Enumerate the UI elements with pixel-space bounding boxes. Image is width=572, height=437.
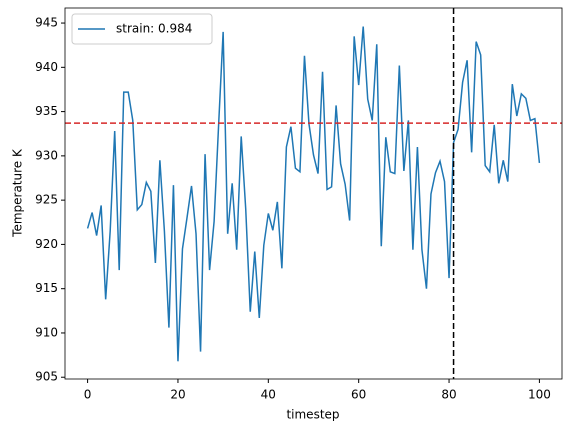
y-tick-label: 930 bbox=[35, 148, 58, 162]
x-tick-label: 0 bbox=[84, 388, 92, 402]
legend-box bbox=[71, 13, 213, 45]
x-tick-label: 20 bbox=[170, 388, 185, 402]
plot-frame bbox=[64, 7, 563, 380]
y-tick-label: 945 bbox=[35, 16, 58, 30]
x-tick-label: 60 bbox=[351, 388, 366, 402]
y-tick-label: 915 bbox=[35, 281, 58, 295]
y-tick-label: 905 bbox=[35, 370, 58, 384]
y-axis-label: Temperature K bbox=[11, 148, 25, 238]
x-axis-label: timestep bbox=[286, 408, 339, 422]
y-tick-label: 940 bbox=[35, 60, 58, 74]
y-tick-label: 910 bbox=[35, 325, 58, 339]
y-tick-label: 925 bbox=[35, 193, 58, 207]
x-tick-label: 40 bbox=[261, 388, 276, 402]
legend-label: strain: 0.984 bbox=[116, 22, 192, 36]
y-tick-label: 920 bbox=[35, 237, 58, 251]
line bbox=[86, 26, 541, 362]
x-tick-label: 100 bbox=[528, 388, 551, 402]
x-tick-label: 80 bbox=[441, 388, 456, 402]
y-tick-label: 935 bbox=[35, 104, 58, 118]
